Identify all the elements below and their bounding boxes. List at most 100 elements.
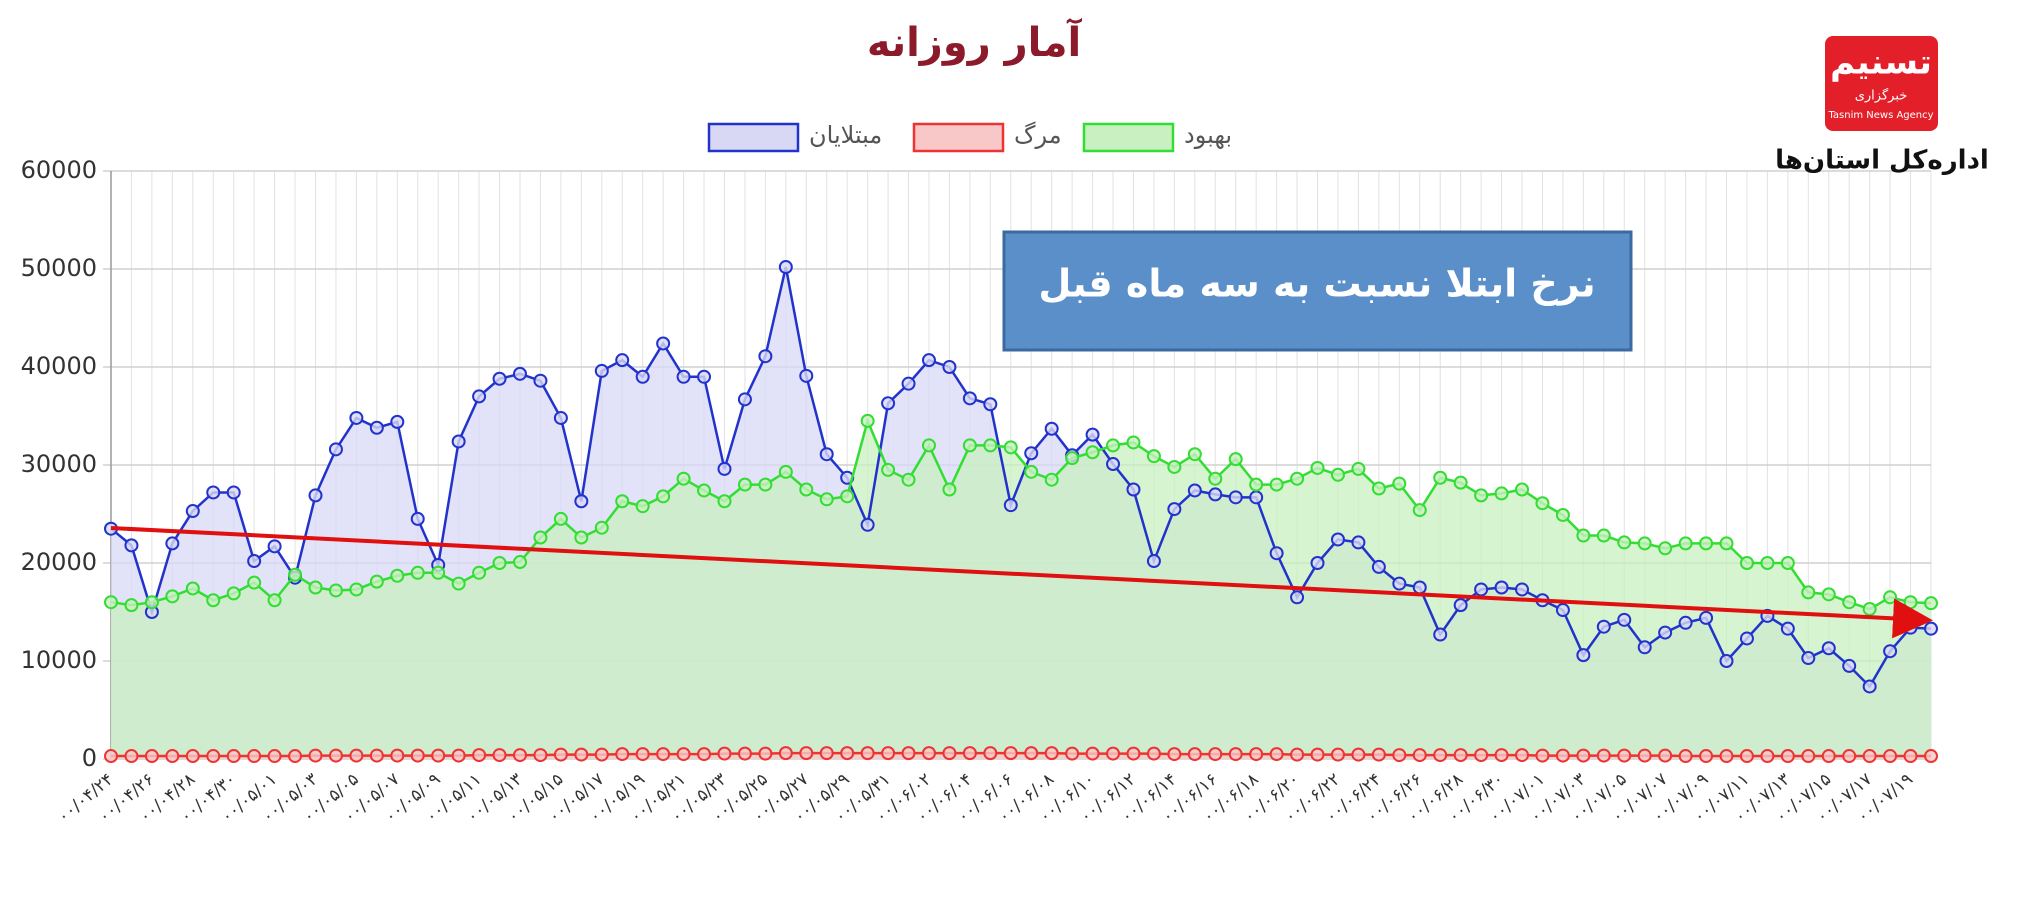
- point: [328, 748, 343, 763]
- point: [1351, 461, 1366, 476]
- point: [512, 748, 527, 763]
- point: [1760, 556, 1775, 570]
- point: [717, 461, 732, 476]
- point: [512, 555, 527, 570]
- point: [1392, 476, 1407, 491]
- point: [1085, 427, 1100, 442]
- point: [635, 747, 650, 762]
- point: [451, 434, 466, 449]
- point: [226, 749, 241, 764]
- point: [1003, 440, 1018, 455]
- point: [1739, 556, 1754, 570]
- point: [1371, 747, 1386, 762]
- point: [860, 413, 875, 428]
- point: [533, 373, 548, 388]
- point: [656, 489, 671, 504]
- point: [267, 749, 282, 764]
- point: [1596, 619, 1611, 634]
- point: [1433, 470, 1448, 485]
- point: [308, 580, 323, 595]
- point: [635, 369, 650, 384]
- legend-label: بهبود: [1184, 121, 1232, 149]
- point: [1494, 580, 1509, 595]
- point: [1801, 585, 1816, 600]
- point: [594, 747, 609, 762]
- point: [1146, 449, 1161, 464]
- point: [758, 746, 773, 761]
- y-tick-label: 30000: [21, 450, 97, 478]
- point: [881, 396, 896, 411]
- point: [962, 391, 977, 406]
- point: [1678, 536, 1693, 551]
- point: [1535, 496, 1550, 511]
- point: [1106, 457, 1121, 472]
- point: [1535, 748, 1550, 763]
- point: [1453, 748, 1468, 763]
- point: [1044, 421, 1059, 436]
- legend-swatch: [707, 122, 800, 153]
- trend-arrow: [110, 526, 1933, 639]
- point: [1821, 587, 1836, 602]
- point: [369, 748, 384, 763]
- point: [451, 748, 466, 763]
- point: [1126, 435, 1141, 450]
- point: [185, 504, 200, 519]
- point: [1310, 747, 1325, 762]
- point: [1167, 502, 1182, 517]
- point: [390, 568, 405, 583]
- point: [697, 369, 712, 384]
- legend-swatch: [912, 122, 1005, 153]
- point: [799, 746, 814, 761]
- point: [1290, 590, 1305, 605]
- point: [1412, 503, 1427, 518]
- point: [1719, 536, 1734, 551]
- point: [1596, 528, 1611, 543]
- point: [1780, 556, 1795, 570]
- point: [1474, 748, 1489, 763]
- point: [942, 360, 957, 374]
- point: [1024, 446, 1039, 461]
- point: [737, 746, 752, 761]
- point: [144, 749, 159, 764]
- point: [860, 517, 875, 532]
- point: [676, 747, 691, 762]
- point: [1821, 749, 1836, 764]
- point: [676, 471, 691, 486]
- point: [942, 482, 957, 497]
- point: [1003, 746, 1018, 761]
- point: [1044, 746, 1059, 761]
- point: [165, 536, 180, 551]
- point: [308, 488, 323, 503]
- point: [144, 595, 159, 610]
- point: [1330, 532, 1345, 547]
- point: [1883, 644, 1898, 659]
- point: [472, 389, 487, 404]
- point: [553, 410, 568, 425]
- point: [185, 749, 200, 764]
- point: [206, 485, 221, 500]
- point: [758, 477, 773, 492]
- point: [1515, 482, 1530, 497]
- point: [1637, 640, 1652, 655]
- point: [1269, 747, 1284, 762]
- point: [840, 489, 855, 504]
- point: [267, 539, 282, 554]
- point: [1126, 746, 1141, 761]
- point: [635, 499, 650, 514]
- point: [901, 472, 916, 487]
- point: [1044, 472, 1059, 487]
- point: [942, 746, 957, 761]
- point: [962, 746, 977, 761]
- y-tick-label: 10000: [21, 646, 97, 674]
- point: [1474, 488, 1489, 503]
- point: [533, 530, 548, 545]
- legend-label: مبتلایان: [809, 121, 882, 149]
- point: [1555, 507, 1570, 522]
- point: [615, 494, 630, 509]
- point: [165, 749, 180, 764]
- point: [737, 392, 752, 407]
- point: [1699, 610, 1714, 625]
- point: [1801, 749, 1816, 764]
- point: [717, 494, 732, 509]
- point: [1842, 658, 1857, 673]
